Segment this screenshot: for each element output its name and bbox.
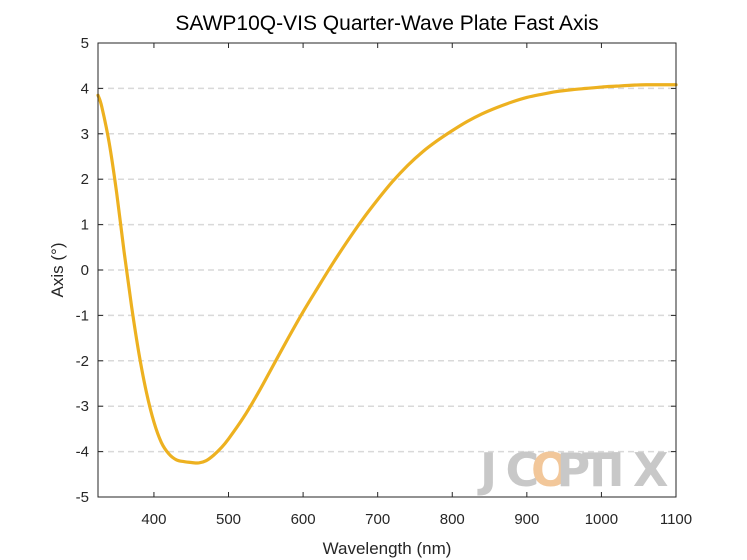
x-tick-label: 600	[291, 511, 316, 528]
watermark-letter: P	[557, 443, 592, 497]
y-tick-label: 2	[81, 171, 89, 188]
y-tick-label: 4	[81, 80, 89, 97]
watermark-letter: I	[608, 443, 626, 497]
watermark-letter: T	[582, 443, 614, 497]
watermark-letter: X	[633, 443, 669, 497]
x-tick-label: 700	[365, 511, 390, 528]
y-tick-labels: -5 -4 -3 -2 -1 0 1 2 3 4 5	[76, 35, 89, 506]
plot-area	[96, 83, 678, 465]
x-tick-label: 1000	[585, 511, 618, 528]
y-tick-label: 3	[81, 126, 89, 143]
y-tick-label: -5	[76, 489, 89, 506]
x-tick-label: 900	[514, 511, 539, 528]
y-axis-label: Axis (°)	[48, 243, 67, 298]
x-tick-label: 400	[141, 511, 166, 528]
y-tick-label: -4	[76, 444, 89, 461]
chart-title: SAWP10Q-VIS Quarter-Wave Plate Fast Axis	[175, 12, 598, 35]
watermark-letter: J	[477, 443, 498, 497]
axis-ticks	[98, 42, 677, 498]
y-tick-label: -1	[76, 307, 89, 324]
y-tick-label: -2	[76, 353, 89, 370]
watermark-letter: O	[531, 443, 571, 497]
watermark-letter: C	[506, 443, 541, 497]
series-line	[96, 83, 678, 465]
y-tick-label: 0	[81, 262, 89, 279]
x-tick-label: 800	[440, 511, 465, 528]
x-axis-label: Wavelength (nm)	[323, 539, 452, 558]
x-tick-label: 500	[216, 511, 241, 528]
y-tick-label: -3	[76, 398, 89, 415]
y-tick-label: 1	[81, 217, 89, 234]
y-tick-label: 5	[81, 35, 89, 52]
x-tick-label: 1100	[660, 511, 692, 528]
x-tick-labels: 400 500 600 700 800 900 1000 1100	[141, 511, 692, 528]
grid-lines	[98, 87, 676, 453]
